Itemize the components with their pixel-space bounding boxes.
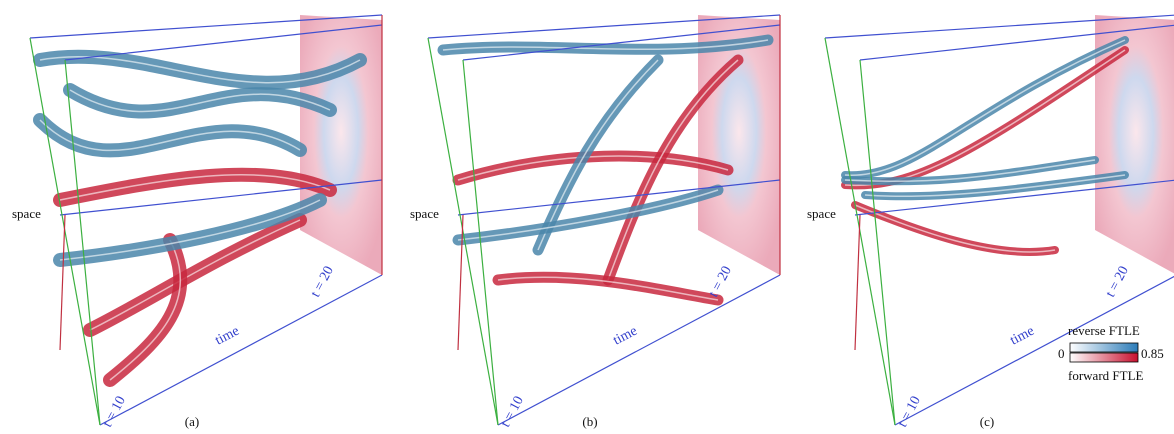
reverse-bar xyxy=(1070,343,1138,352)
legend-top-label: reverse FTLE xyxy=(1068,323,1140,338)
panel-caption: (a) xyxy=(185,414,199,429)
cube-edge xyxy=(860,60,895,425)
flow-surface xyxy=(70,90,330,112)
t-end-label: t = 20 xyxy=(1103,264,1132,300)
space-label: space xyxy=(12,206,41,221)
flow-surface xyxy=(458,156,728,180)
t-end-label: t = 20 xyxy=(308,264,337,300)
time-label: time xyxy=(611,324,640,349)
flow-surface xyxy=(498,277,718,300)
right-face xyxy=(1095,15,1174,275)
t-end-label: t = 20 xyxy=(706,264,735,300)
flow-surface xyxy=(458,190,718,240)
space-label: space xyxy=(410,206,439,221)
legend-bottom-label: forward FTLE xyxy=(1068,368,1144,383)
cube-edge xyxy=(498,275,780,425)
time-label: time xyxy=(213,324,242,349)
flow-surface-edge xyxy=(845,40,1125,175)
panel-caption: (c) xyxy=(980,414,994,429)
figure: spacetimet = 10t = 20(a)spacetimet = 10t… xyxy=(0,0,1174,434)
time-label: time xyxy=(1008,324,1037,349)
cube-edge xyxy=(65,60,100,425)
legend-min: 0 xyxy=(1058,346,1065,361)
right-face xyxy=(698,15,780,275)
cube-edge xyxy=(825,38,895,425)
right-face xyxy=(300,15,382,275)
forward-bar xyxy=(1070,353,1138,362)
cube-edge xyxy=(60,215,65,350)
colorbar-legend: reverse FTLE 0 0.85 forward FTLE xyxy=(1058,323,1164,383)
cube-edge xyxy=(855,215,860,350)
panel-caption: (b) xyxy=(582,414,597,429)
legend-max: 0.85 xyxy=(1141,346,1164,361)
space-label: space xyxy=(807,206,836,221)
